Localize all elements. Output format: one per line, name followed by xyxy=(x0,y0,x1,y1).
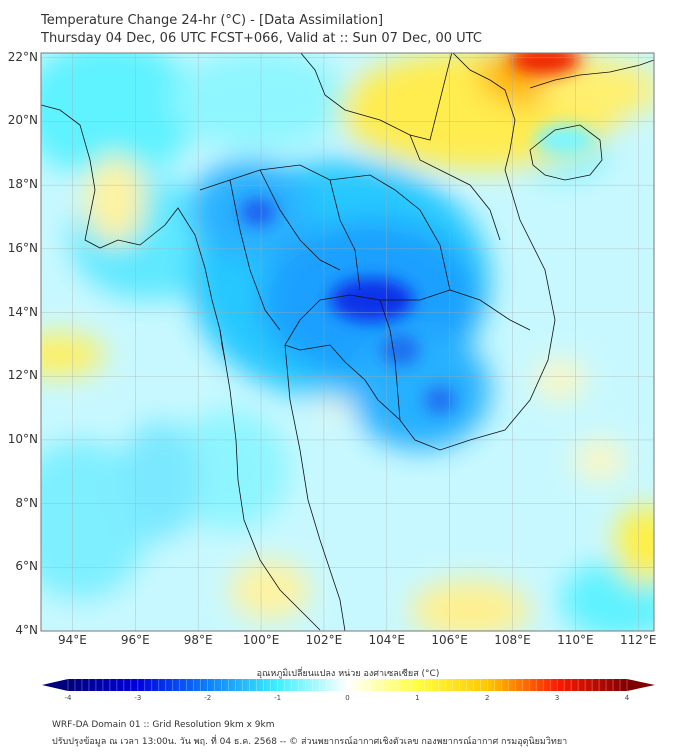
latitude-label: 16°N xyxy=(7,240,38,255)
longitude-label: 106°E xyxy=(431,633,468,647)
map-frame xyxy=(40,52,655,632)
thailand-border xyxy=(199,164,451,346)
longitude-label: 98°E xyxy=(183,633,213,647)
longitude-label: 96°E xyxy=(120,633,150,647)
map-title: Temperature Change 24-hr (°C) - [Data As… xyxy=(41,13,384,28)
province-border xyxy=(229,179,281,331)
colorbar-max-extend xyxy=(627,679,655,691)
map-subtitle: Thursday 04 Dec, 06 UTC FCST+066, Valid … xyxy=(41,31,482,46)
longitude-label: 110°E xyxy=(557,633,594,647)
colorbar-tick-label: -3 xyxy=(134,694,142,702)
colorbar-ticks xyxy=(67,679,628,694)
colorbar-title: อุณหภูมิเปลี่ยนแปลง หน่วย องศาเซลเซียส (… xyxy=(256,669,440,679)
longitude-label: 100°E xyxy=(242,633,280,647)
longitude-label: 108°E xyxy=(494,633,531,647)
eastern-coastline xyxy=(284,53,556,451)
latitude-label: 20°N xyxy=(7,113,38,128)
colorbar xyxy=(42,679,655,694)
footer-credit: ปรับปรุงข้อมูล ณ เวลา 13:00น. วัน พฤ. ที… xyxy=(52,737,568,747)
cambodia-border xyxy=(379,299,401,421)
latitude-label: 10°N xyxy=(7,431,38,446)
latitude-label: 14°N xyxy=(7,304,38,319)
western-coastline xyxy=(41,104,321,631)
field-layer xyxy=(41,53,654,631)
colorbar-tick-label: -2 xyxy=(204,694,212,702)
south-china-coastline xyxy=(529,59,654,89)
longitude-label: 112°E xyxy=(620,633,657,647)
longitude-label: 104°E xyxy=(368,633,406,647)
colorbar-min-extend xyxy=(42,679,68,691)
colorbar-tick-label: 3 xyxy=(554,694,560,702)
longitude-label: 94°E xyxy=(57,633,87,647)
peninsula-east-coast xyxy=(284,344,346,631)
latitude-label: 8°N xyxy=(15,495,38,510)
province-border xyxy=(259,169,341,271)
colorbar-tick-label: 4 xyxy=(624,694,630,702)
northern-border xyxy=(300,53,453,141)
hainan-island xyxy=(529,124,603,181)
peninsula-west-coast xyxy=(219,329,226,361)
laos-cambodia-border xyxy=(449,289,531,331)
colorbar-tick-label: 0 xyxy=(345,694,350,702)
latitude-label: 4°N xyxy=(15,623,38,637)
longitude-label: 102°E xyxy=(305,633,343,647)
footer-model-info: WRF-DA Domain 01 :: Grid Resolution 9km … xyxy=(52,720,275,730)
latitude-label: 6°N xyxy=(15,559,38,574)
colorbar-tick-label: 2 xyxy=(485,694,490,702)
colorbar-tick-label: -1 xyxy=(274,694,282,702)
latitude-label: 12°N xyxy=(7,368,38,383)
colorbar-tick-label: 1 xyxy=(415,694,420,702)
latitude-label: 18°N xyxy=(7,177,38,192)
colorbar-tick-label: -4 xyxy=(64,694,72,702)
latitude-label: 22°N xyxy=(7,49,38,64)
province-border xyxy=(329,179,361,291)
laos-vietnam-border xyxy=(409,134,501,241)
coastlines-borders xyxy=(41,53,654,631)
